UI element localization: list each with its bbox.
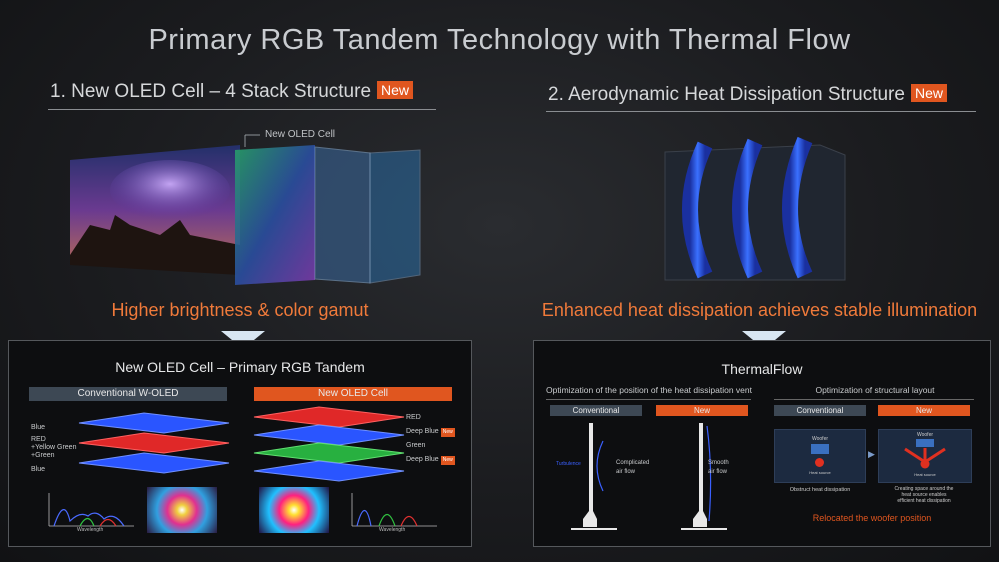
oled-tandem-panel: New OLED Cell – Primary RGB Tandem Conve… xyxy=(8,340,472,547)
flow-line: Complicated xyxy=(616,460,650,466)
woofer-block xyxy=(811,444,829,454)
caption-line: efficient heat dissipation xyxy=(897,498,951,504)
layer-label: Blue xyxy=(31,424,46,431)
turbulence-label: Turbulence xyxy=(556,461,581,467)
heat-source-label: Heat source xyxy=(914,472,936,477)
layer-text: Deep Blue xyxy=(406,456,439,463)
relocated-caption: Relocated the woofer position xyxy=(812,513,932,523)
left-heading-text: 1. New OLED Cell – 4 Stack Structure xyxy=(50,81,372,102)
layer-label: Deep Blue New xyxy=(406,427,455,437)
layer-label: RED xyxy=(406,414,421,421)
conventional-tv-profile xyxy=(571,423,617,530)
new-badge: New xyxy=(910,84,947,102)
wavelength-label: Wavelength xyxy=(379,527,406,533)
layer-label: RED xyxy=(31,436,46,443)
layout-rule xyxy=(774,399,974,400)
new-tag: New xyxy=(440,456,455,465)
right-section-heading: 2. Aerodynamic Heat Dissipation Structur… xyxy=(548,84,947,106)
new-bar-vent: New xyxy=(656,405,748,416)
conventional-bar-layout: Conventional xyxy=(774,405,866,416)
new-oled-cell-label: New OLED Cell xyxy=(265,129,336,140)
wavelength-label: Wavelength xyxy=(77,527,104,533)
right-heading-text: 2. Aerodynamic Heat Dissipation Structur… xyxy=(548,84,905,105)
oled-cell-layer-3 xyxy=(369,149,421,284)
layer-label: Green xyxy=(406,442,426,449)
page-title: Primary RGB Tandem Technology with Therm… xyxy=(148,24,851,56)
chevron-right-icon: ▶ xyxy=(868,449,875,459)
caption-line: Creating space around the xyxy=(894,486,954,492)
layer-label: Blue xyxy=(31,466,46,473)
right-highlight: Enhanced heat dissipation achieves stabl… xyxy=(541,300,978,320)
creating-space-caption: Creating space around the heat source en… xyxy=(878,486,970,504)
heat-source-dot xyxy=(815,458,824,467)
new-bar-layout: New xyxy=(878,405,970,416)
flower-image-new xyxy=(259,487,329,533)
woofer-label: Woofer xyxy=(916,432,934,438)
flow-line: Smooth xyxy=(708,460,729,466)
smooth-flow-label: Smooth air flow xyxy=(708,459,729,477)
layer-text: Deep Blue xyxy=(406,428,439,435)
right-heading-rule xyxy=(546,111,976,112)
caption-line: heat source enables xyxy=(901,492,947,498)
left-heading-rule xyxy=(48,109,436,110)
woofer-diagram-new: Woofer Heat source xyxy=(878,429,972,483)
panel-title: New OLED Cell – Primary RGB Tandem xyxy=(115,359,365,375)
panel-title: ThermalFlow xyxy=(721,361,803,377)
left-section-heading: 1. New OLED Cell – 4 Stack Structure New xyxy=(50,81,414,103)
conventional-bar: Conventional W-OLED xyxy=(29,387,227,401)
oled-cell-layer-1 xyxy=(235,145,315,285)
flow-line: air flow xyxy=(708,469,728,475)
thermalflow-panel: ThermalFlow Optimization of the position… xyxy=(533,340,991,547)
left-highlight: Higher brightness & color gamut xyxy=(111,300,369,320)
conventional-layers-graphic xyxy=(78,412,230,474)
vent-rule xyxy=(546,399,751,400)
new-tv-profile xyxy=(681,423,727,530)
new-tag: New xyxy=(440,428,455,437)
layer-label: Deep Blue New xyxy=(406,455,455,465)
conventional-bar-vent: Conventional xyxy=(550,405,642,416)
flow-line: air flow xyxy=(616,469,636,475)
new-badge: New xyxy=(377,81,414,99)
woofer-block xyxy=(916,439,934,447)
vent-section-title: Optimization of the position of the heat… xyxy=(545,385,752,395)
oled-stack-illustration xyxy=(70,134,421,285)
conventional-spectrum-graph xyxy=(48,493,134,527)
new-layers-graphic xyxy=(253,406,405,482)
heat-source-label: Heat source xyxy=(809,470,831,475)
woofer-label: Woofer xyxy=(811,436,829,442)
layer-label: +Yellow Green xyxy=(31,444,77,451)
obstruct-caption: Obstruct heat dissipation xyxy=(789,487,851,493)
new-spectrum-graph xyxy=(351,493,437,527)
thermal-flow-illustration xyxy=(664,136,846,281)
new-oled-bar: New OLED Cell xyxy=(254,387,452,401)
woofer-diagram-conventional: Woofer Heat source xyxy=(774,429,866,483)
oled-cell-layer-2 xyxy=(314,146,371,284)
layout-section-title: Optimization of structural layout xyxy=(815,385,935,395)
complicated-flow-label: Complicated air flow xyxy=(616,459,649,477)
flower-image-conventional xyxy=(147,487,217,533)
heat-arrows-icon xyxy=(904,447,946,469)
night-sky-image xyxy=(70,145,240,275)
layer-label: +Green xyxy=(31,452,55,459)
